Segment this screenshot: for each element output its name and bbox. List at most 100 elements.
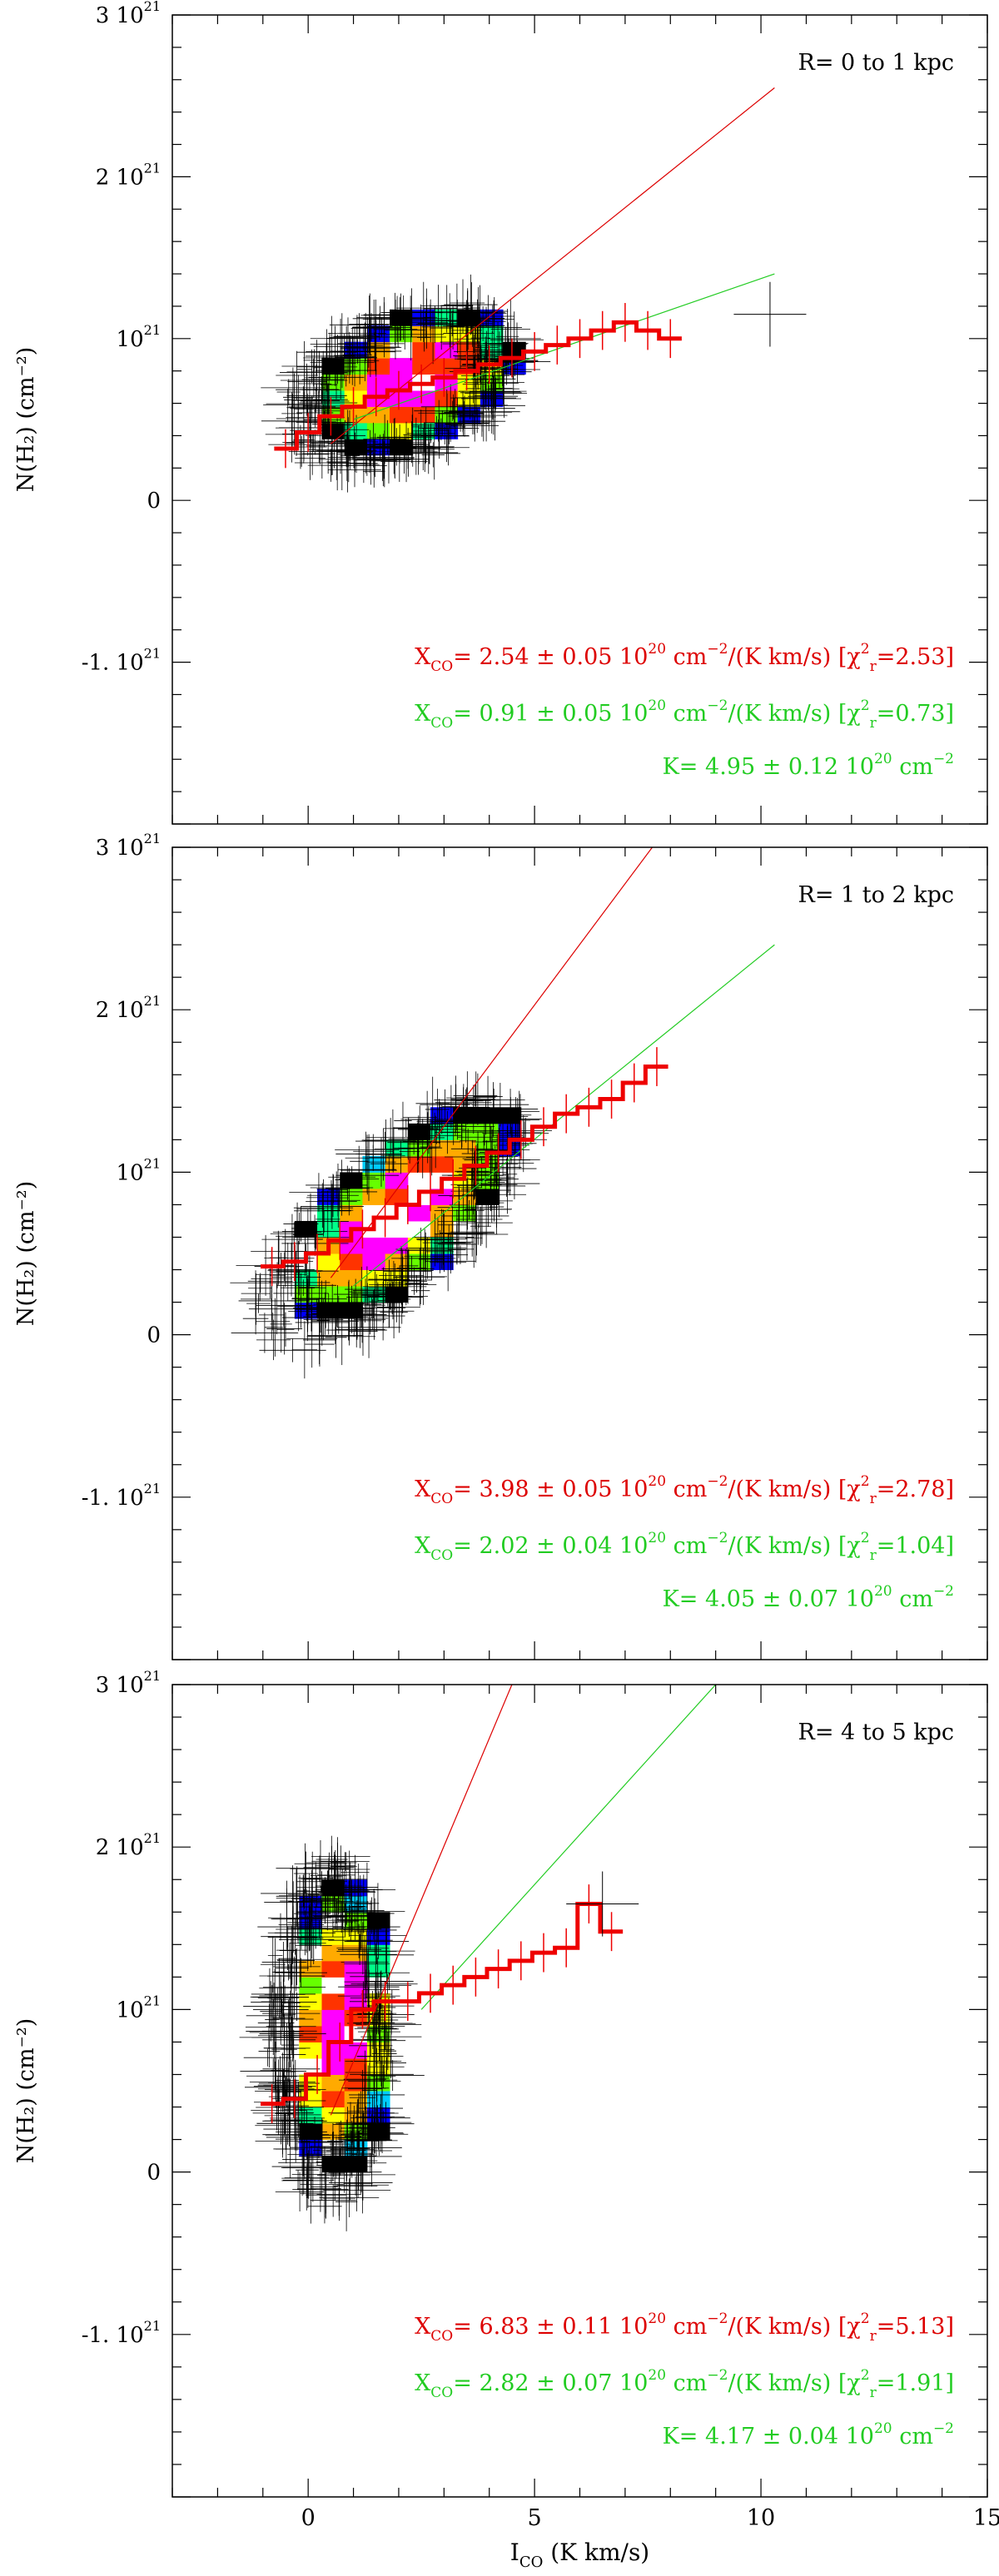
density-cell <box>407 1220 431 1238</box>
density-cell <box>362 1237 386 1254</box>
annotation-unit: cm <box>666 701 707 727</box>
density-cell <box>321 2074 345 2092</box>
annotation-sub: r <box>870 2385 877 2401</box>
plot-area <box>239 1685 717 2231</box>
x-label-sub: CO <box>519 2554 544 2571</box>
x-label-main: I <box>510 2539 519 2566</box>
density-cell <box>362 1269 386 1287</box>
density-cell <box>299 2107 322 2124</box>
annotation-sup: −2 <box>707 1473 728 1490</box>
panel-title: R= 4 to 5 kpc <box>798 1720 954 1745</box>
fit-annotation: XCO= 2.54 ± 0.05 1020 cm−2/(K km/s) [χ2r… <box>415 641 954 675</box>
density-cell <box>340 1188 363 1205</box>
annotation-value: = 3.98 ± 0.05 10 <box>453 1477 648 1502</box>
y-tick-label-text: -1. 10 <box>82 1486 144 1511</box>
annotation-k: K= 4.05 ± 0.07 10 <box>663 1586 874 1612</box>
y-tick-label-exp: 21 <box>144 646 161 662</box>
density-cell <box>498 1123 522 1140</box>
y-tick-label: -1. 1021 <box>82 2318 161 2348</box>
annotation-value: = 2.82 ± 0.07 10 <box>453 2370 648 2396</box>
density-cell <box>385 1188 409 1205</box>
y-tick-label: 2 1021 <box>96 160 161 190</box>
density-cell <box>430 1155 454 1173</box>
density-cell <box>344 2057 368 2075</box>
density-cell <box>344 2091 368 2108</box>
annotation-sup: −2 <box>707 697 728 714</box>
density-cell <box>321 1960 345 1978</box>
fit-annotation: XCO= 2.82 ± 0.07 1020 cm−2/(K km/s) [χ2r… <box>415 2367 954 2401</box>
density-cell <box>385 1237 409 1254</box>
y-tick-label-text: 0 <box>147 2161 161 2186</box>
annotation-sub: r <box>870 658 877 675</box>
annotation-unit: cm <box>892 1586 933 1612</box>
density-cell <box>407 1155 431 1173</box>
annotation-sub: CO <box>430 1547 453 1564</box>
annotation-tail: /(K km/s) [χ <box>728 701 860 727</box>
density-cell <box>362 1253 386 1271</box>
annotation-chi: =5.13] <box>877 2314 954 2340</box>
density-cell <box>317 1269 340 1287</box>
fit-line-green <box>420 1685 717 2010</box>
annotation-tail: /(K km/s) [χ <box>728 1533 860 1559</box>
annotation-sup: 2 <box>861 2367 870 2384</box>
panel-title: R= 1 to 2 kpc <box>798 882 954 908</box>
density-cell <box>344 1879 368 1897</box>
annotation-prefix: X <box>415 1477 431 1502</box>
annotation-tail: /(K km/s) [χ <box>728 1477 860 1502</box>
density-cell <box>321 2042 345 2059</box>
density-cell <box>390 406 413 424</box>
fit-annotation: K= 4.05 ± 0.07 1020 cm−2 <box>663 1583 954 1612</box>
y-tick-label: -1. 1021 <box>82 1481 161 1511</box>
density-cell <box>340 1172 363 1189</box>
density-cell <box>390 422 413 439</box>
y-tick-label-exp: 21 <box>144 1830 161 1846</box>
density-cell <box>390 374 413 391</box>
annotation-value: = 6.83 ± 0.11 10 <box>453 2314 648 2340</box>
annotation-tail: /(K km/s) [χ <box>728 644 860 670</box>
annotation-sup: 2 <box>861 697 870 714</box>
annotation-sup: −2 <box>707 641 728 658</box>
density-cell <box>299 1993 322 2010</box>
density-cell <box>435 358 459 375</box>
annotation-sup: 20 <box>648 1473 666 1490</box>
density-cell <box>321 422 345 439</box>
annotation-sup: 2 <box>861 2310 870 2327</box>
density-cell <box>344 1944 368 1962</box>
panel-title: R= 0 to 1 kpc <box>798 50 954 76</box>
density-cell <box>340 1204 363 1222</box>
density-cell <box>321 2025 345 2042</box>
fit-line-red <box>330 847 654 1278</box>
density-cell <box>321 2091 345 2108</box>
plot-area <box>261 87 807 493</box>
density-cell <box>407 1204 431 1222</box>
annotation-sup: −2 <box>707 1530 728 1546</box>
density-cell <box>366 1960 390 1978</box>
annotation-chi: =1.91] <box>877 2370 954 2396</box>
density-cell <box>412 358 435 375</box>
fit-annotation: XCO= 3.98 ± 0.05 1020 cm−2/(K km/s) [χ2r… <box>415 1473 954 1507</box>
x-tick-label: 10 <box>747 2505 775 2531</box>
y-tick-label-exp: 21 <box>144 160 161 176</box>
y-tick-label: 2 1021 <box>96 993 161 1023</box>
density-cell <box>385 1172 409 1189</box>
y-tick-label-text: -1. 10 <box>82 651 144 676</box>
annotation-chi: =0.73] <box>877 701 954 727</box>
annotation-tail: /(K km/s) [χ <box>728 2314 860 2340</box>
x-tick-label: 5 <box>528 2505 542 2531</box>
density-cell <box>362 1155 386 1173</box>
density-cell <box>317 1188 340 1205</box>
density-cell <box>299 2042 322 2059</box>
y-axis-label: N(H₂) (cm⁻²) <box>13 2018 39 2164</box>
annotation-sup: 20 <box>874 751 892 767</box>
annotation-sup: −2 <box>707 2367 728 2384</box>
annotation-sup: 20 <box>648 697 666 714</box>
annotation-unit: cm <box>892 2424 933 2449</box>
annotation-unit: cm <box>666 2314 707 2340</box>
y-tick-label: 1021 <box>117 1993 161 2023</box>
density-cell <box>321 2107 345 2124</box>
annotation-sup: 20 <box>648 1530 666 1546</box>
annotation-sub: r <box>870 715 877 732</box>
y-tick-label: 0 <box>147 1323 161 1348</box>
